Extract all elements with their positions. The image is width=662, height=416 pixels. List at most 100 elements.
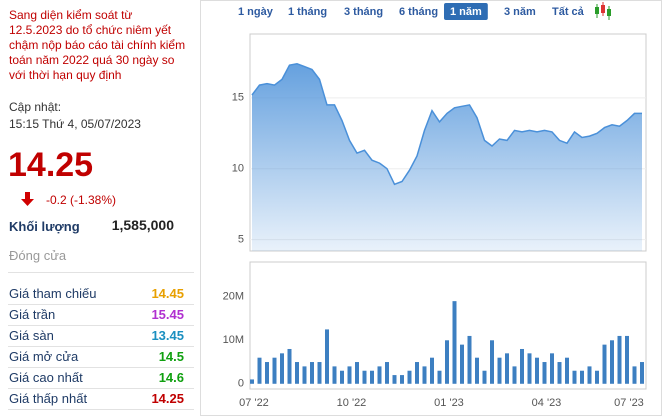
volume-bar [430, 357, 434, 384]
separator [8, 346, 194, 347]
volume-bar [265, 362, 269, 384]
quote-value: 14.45 [151, 286, 184, 301]
volume-bar [400, 375, 404, 384]
quote-value: 14.6 [158, 370, 184, 385]
volume-bar [505, 353, 509, 384]
volume-bar [565, 357, 569, 384]
y-tick-label: 5 [238, 234, 244, 246]
volume-bar [437, 370, 442, 384]
plot-frame [249, 261, 647, 390]
volume-bar [467, 335, 472, 384]
volume-bar [617, 335, 622, 384]
separator [8, 409, 194, 410]
volume-bar [385, 362, 389, 384]
range-tab[interactable]: Tất cả [552, 6, 585, 18]
volume-bar [295, 362, 299, 384]
update-label: Cập nhật: [9, 100, 62, 114]
volume-bar [572, 370, 577, 384]
price: 14.25 [8, 146, 94, 184]
volume-bar [370, 370, 374, 384]
volume-bar [407, 370, 412, 384]
quote-value: 15.45 [151, 307, 184, 322]
volume-bar [460, 344, 464, 384]
x-tick-label: 04 '23 [532, 397, 562, 409]
volume-bar [595, 370, 599, 384]
active-tab-bg [444, 3, 488, 20]
update-time: 15:15 Thứ 4, 05/07/2023 [9, 117, 141, 131]
volume-bar [542, 362, 547, 384]
volume-bar [332, 366, 337, 384]
quote-label: Giá thấp nhất [9, 391, 88, 406]
volume-bar [257, 357, 262, 384]
quote-panel: Sang diện kiểm soát từ 12.5.2023 do tổ c… [0, 0, 200, 416]
volume-bar [535, 357, 539, 384]
volume-bar [527, 353, 532, 384]
volume-bar [280, 353, 284, 384]
volume-bar [377, 366, 382, 384]
quote-label: Giá tham chiếu [9, 286, 97, 301]
quote-value: 13.45 [151, 328, 184, 343]
quote-label: Giá mở cửa [9, 349, 79, 364]
volume-bar [520, 348, 524, 384]
candle-icon [595, 2, 611, 20]
volume-bar [250, 379, 254, 384]
separator [8, 367, 194, 368]
range-tab[interactable]: 3 năm [504, 6, 536, 18]
volume-bar [490, 340, 494, 384]
chart-panel: 1 ngày 1 tháng 3 tháng 6 tháng 1 năm 3 năm Tất… [200, 0, 662, 416]
y-tick-label: 0 [238, 378, 244, 390]
volume-label: Khối lượng [9, 219, 80, 234]
quote-value: 14.25 [151, 391, 184, 406]
y-tick-label: 10M [223, 334, 244, 346]
volume-bar [317, 362, 322, 384]
warning: Sang diện kiểm soát từ 12.5.2023 do tổ c… [9, 8, 186, 82]
range-tab[interactable]: 1 ngày [238, 6, 274, 18]
volume-bar [475, 357, 479, 384]
volume-bar [640, 362, 644, 384]
range-tab[interactable]: 6 tháng [399, 6, 438, 18]
volume-bar [310, 362, 314, 384]
volume-bar [602, 344, 607, 384]
price-area [252, 63, 642, 251]
volume-bar [587, 366, 592, 384]
separator [8, 272, 194, 273]
volume-bar [550, 353, 554, 384]
close-label: Đóng cửa [9, 248, 67, 263]
x-tick-label: 01 '23 [434, 397, 464, 409]
volume-bar [362, 370, 367, 384]
volume-bar [497, 357, 502, 384]
x-tick-label: 07 '23 [614, 397, 644, 409]
volume-bar [632, 366, 637, 384]
volume-bar [580, 370, 584, 384]
volume-bar [325, 329, 329, 384]
y-tick-label: 20M [223, 291, 244, 303]
range-tab[interactable]: 3 tháng [344, 6, 383, 18]
volume-bar [272, 357, 277, 384]
volume-bar [445, 340, 449, 384]
down-arrow [21, 192, 34, 206]
volume-bar [422, 366, 427, 384]
x-tick-label: 10 '22 [337, 397, 367, 409]
volume-bar [392, 375, 397, 384]
volume: 1,585,000 [111, 217, 174, 233]
volume-bar [340, 370, 344, 384]
price-line [251, 63, 642, 186]
separator [8, 304, 194, 305]
separator [8, 325, 194, 326]
volume-bar [347, 366, 352, 384]
volume-bar [557, 362, 562, 384]
range-tab[interactable]: 1 tháng [288, 6, 327, 18]
y-tick-label: 10 [232, 163, 244, 175]
separator [8, 388, 194, 389]
change: -0.2 (-1.38%) [46, 193, 117, 207]
volume-bar [482, 370, 487, 384]
quote-label: Giá trần [9, 307, 56, 322]
range-tab[interactable]: 1 năm [450, 6, 482, 18]
quote-label: Giá sàn [9, 328, 54, 343]
volume-bar [302, 366, 307, 384]
x-tick-label: 07 '22 [239, 397, 269, 409]
volume-bar [610, 340, 614, 384]
volume-bar [512, 366, 517, 384]
quote-label: Giá cao nhất [9, 370, 83, 385]
